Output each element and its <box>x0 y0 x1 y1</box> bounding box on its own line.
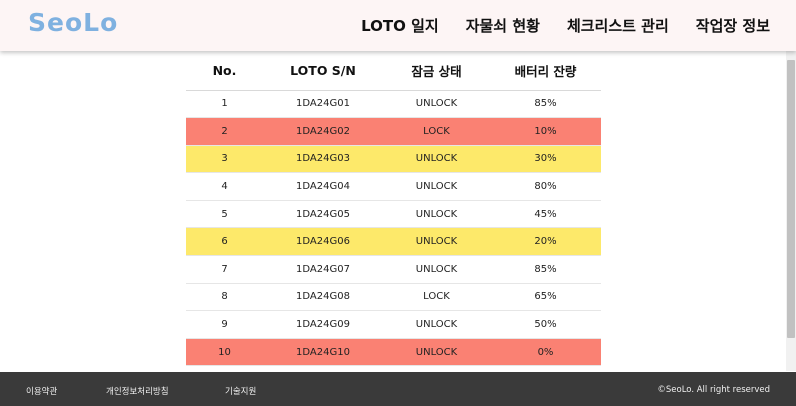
battery-level-cell: 0% <box>490 338 601 367</box>
battery-level-cell: 10% <box>490 117 601 146</box>
battery-level-cell: 45% <box>490 200 601 229</box>
row-number-cell: 1 <box>186 90 263 119</box>
serial-number-cell: 1DA24G09 <box>263 310 383 339</box>
site-header: SeoLo LOTO 일지 자물쇠 현황 체크리스트 관리 작업장 정보 <box>0 0 796 51</box>
footer-link-privacy[interactable]: 개인정보처리방침 <box>106 387 169 397</box>
column-header-lock-status: 잠금 상태 <box>383 51 490 91</box>
nav-item-workplace-info[interactable]: 작업장 정보 <box>695 17 770 35</box>
lock-status-cell: UNLOCK <box>383 310 490 339</box>
serial-number-cell: 1DA24G03 <box>263 145 383 174</box>
nav-item-checklist[interactable]: 체크리스트 관리 <box>566 17 669 35</box>
table-row[interactable]: 5 1DA24G05 UNLOCK 45% <box>186 200 601 229</box>
table-row[interactable]: 8 1DA24G08 LOCK 65% <box>186 283 601 312</box>
row-number-cell: 10 <box>186 338 263 367</box>
battery-level-cell: 65% <box>490 283 601 312</box>
table-row[interactable]: 2 1DA24G02 LOCK 10% <box>186 117 601 146</box>
table-body: 1 1DA24G01 UNLOCK 85% 2 1DA24G02 LOCK 10% 3 1DA24… <box>186 90 601 367</box>
lock-status-cell: LOCK <box>383 283 490 312</box>
table-row[interactable]: 4 1DA24G04 UNLOCK 80% <box>186 172 601 201</box>
table-row[interactable]: 7 1DA24G07 UNLOCK 85% <box>186 255 601 284</box>
row-number-cell: 2 <box>186 117 263 146</box>
nav-item-loto-log[interactable]: LOTO 일지 <box>361 17 439 35</box>
column-header-serial: LOTO S/N <box>263 51 383 91</box>
battery-level-cell: 85% <box>490 90 601 119</box>
row-number-cell: 9 <box>186 310 263 339</box>
lock-status-cell: LOCK <box>383 117 490 146</box>
serial-number-cell: 1DA24G01 <box>263 90 383 119</box>
table-row[interactable]: 9 1DA24G09 UNLOCK 50% <box>186 310 601 339</box>
scrollbar-thumb[interactable] <box>787 60 795 338</box>
row-number-cell: 3 <box>186 145 263 174</box>
main-content: No. LOTO S/N 잠금 상태 배터리 잔량 1 1DA24G01 UNLOC… <box>0 51 786 371</box>
row-number-cell: 4 <box>186 172 263 201</box>
serial-number-cell: 1DA24G06 <box>263 227 383 257</box>
site-footer: 이용약관 개인정보처리방침 기술지원 ©SeoLo. All right res… <box>0 372 796 406</box>
main-nav: LOTO 일지 자물쇠 현황 체크리스트 관리 작업장 정보 <box>361 15 770 36</box>
nav-item-lock-status[interactable]: 자물쇠 현황 <box>465 17 540 35</box>
row-number-cell: 5 <box>186 200 263 229</box>
serial-number-cell: 1DA24G04 <box>263 172 383 201</box>
footer-link-support[interactable]: 기술지원 <box>225 387 257 397</box>
battery-level-cell: 85% <box>490 255 601 284</box>
row-number-cell: 8 <box>186 283 263 312</box>
battery-level-cell: 20% <box>490 227 601 257</box>
lock-status-cell: UNLOCK <box>383 145 490 174</box>
lock-status-cell: UNLOCK <box>383 90 490 119</box>
lock-status-cell: UNLOCK <box>383 255 490 284</box>
lock-status-cell: UNLOCK <box>383 200 490 229</box>
battery-level-cell: 50% <box>490 310 601 339</box>
battery-level-cell: 30% <box>490 145 601 174</box>
table-row[interactable]: 10 1DA24G10 UNLOCK 0% <box>186 338 601 367</box>
column-header-battery: 배터리 잔량 <box>490 51 601 91</box>
lock-status-cell: UNLOCK <box>383 172 490 201</box>
serial-number-cell: 1DA24G10 <box>263 338 383 367</box>
serial-number-cell: 1DA24G05 <box>263 200 383 229</box>
footer-link-terms[interactable]: 이용약관 <box>26 387 58 397</box>
lock-status-cell: UNLOCK <box>383 227 490 257</box>
battery-level-cell: 80% <box>490 172 601 201</box>
loto-device-table: No. LOTO S/N 잠금 상태 배터리 잔량 1 1DA24G01 UNLOC… <box>186 51 601 367</box>
copyright-text: ©SeoLo. All right reserved <box>657 385 770 395</box>
lock-status-cell: UNLOCK <box>383 338 490 367</box>
vertical-scrollbar[interactable] <box>786 51 796 371</box>
serial-number-cell: 1DA24G08 <box>263 283 383 312</box>
column-header-no: No. <box>186 51 263 91</box>
serial-number-cell: 1DA24G07 <box>263 255 383 284</box>
table-row[interactable]: 1 1DA24G01 UNLOCK 85% <box>186 90 601 119</box>
row-number-cell: 6 <box>186 227 263 257</box>
row-number-cell: 7 <box>186 255 263 284</box>
table-header-row: No. LOTO S/N 잠금 상태 배터리 잔량 <box>186 51 601 91</box>
serial-number-cell: 1DA24G02 <box>263 117 383 146</box>
table-row[interactable]: 6 1DA24G06 UNLOCK 20% <box>186 227 601 257</box>
logo[interactable]: SeoLo <box>28 8 119 37</box>
table-row[interactable]: 3 1DA24G03 UNLOCK 30% <box>186 145 601 174</box>
